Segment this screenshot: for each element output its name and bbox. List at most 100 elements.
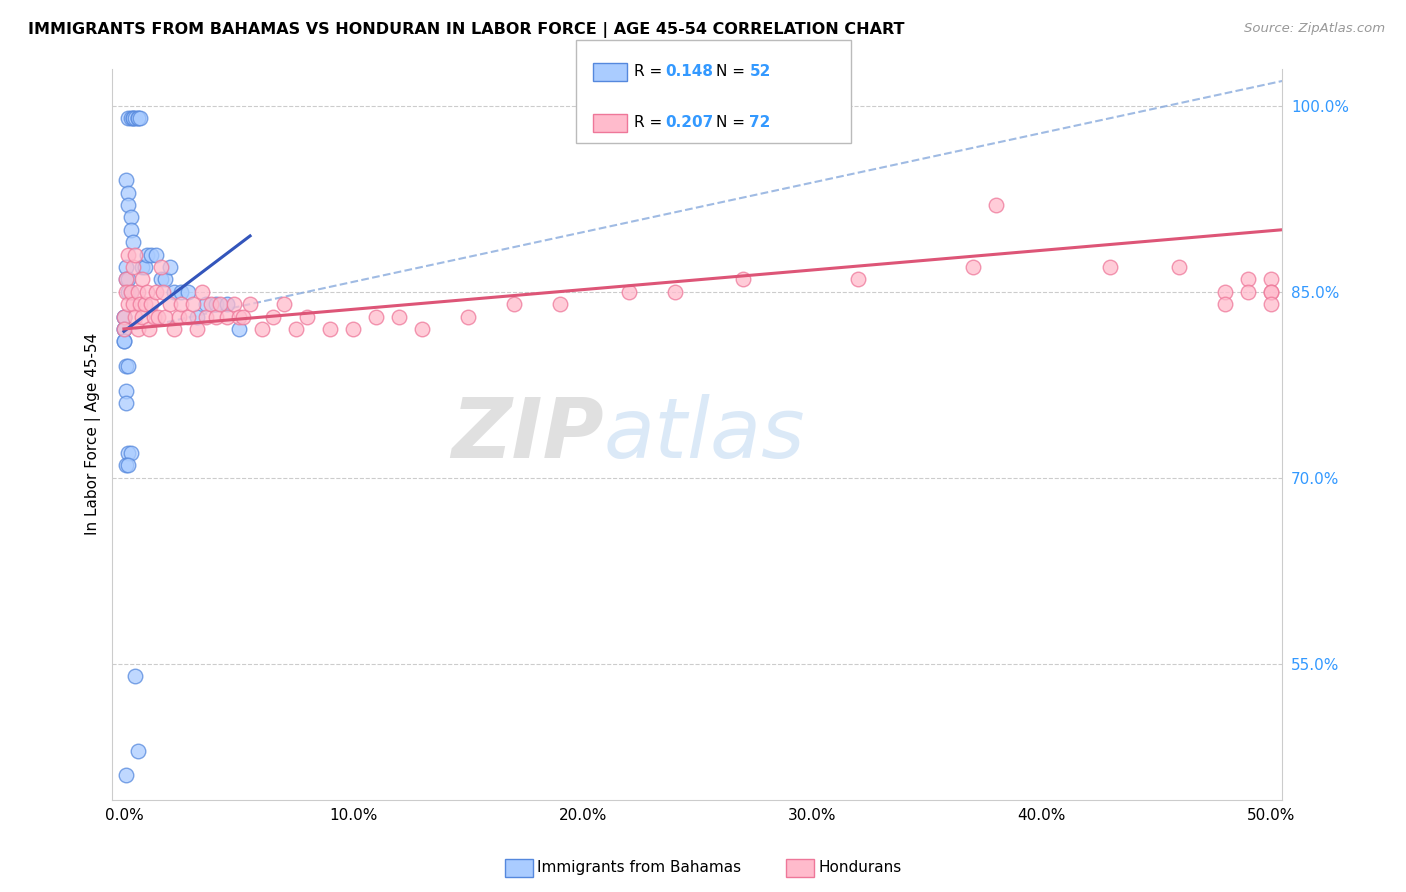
- Point: [984, 198, 1007, 212]
- Point: [135, 247, 157, 261]
- Point: [1260, 285, 1282, 299]
- Point: [122, 111, 145, 125]
- Point: [138, 322, 160, 336]
- Point: [1237, 272, 1260, 286]
- Point: [177, 310, 200, 324]
- Point: [120, 111, 142, 125]
- Point: [117, 247, 139, 261]
- Point: [112, 310, 135, 324]
- Point: [846, 272, 869, 286]
- Point: [134, 260, 156, 274]
- Point: [962, 260, 984, 274]
- Point: [319, 322, 342, 336]
- Point: [117, 272, 139, 286]
- Point: [170, 285, 193, 299]
- Point: [149, 260, 172, 274]
- Point: [170, 297, 193, 311]
- Point: [127, 111, 149, 125]
- Point: [297, 310, 319, 324]
- Point: [145, 247, 167, 261]
- Point: [159, 297, 181, 311]
- Point: [115, 272, 138, 286]
- Point: [120, 223, 142, 237]
- Point: [127, 322, 149, 336]
- Point: [228, 310, 250, 324]
- Point: [153, 272, 176, 286]
- Point: [1099, 260, 1122, 274]
- Point: [117, 111, 139, 125]
- Point: [195, 310, 218, 324]
- Point: [177, 285, 200, 299]
- Point: [124, 669, 146, 683]
- Text: 0.207: 0.207: [665, 115, 713, 129]
- Point: [135, 285, 157, 299]
- Point: [115, 272, 138, 286]
- Point: [122, 111, 145, 125]
- Point: [112, 322, 135, 336]
- Point: [1260, 297, 1282, 311]
- Text: IMMIGRANTS FROM BAHAMAS VS HONDURAN IN LABOR FORCE | AGE 45-54 CORRELATION CHART: IMMIGRANTS FROM BAHAMAS VS HONDURAN IN L…: [28, 22, 904, 38]
- Point: [145, 285, 167, 299]
- Point: [131, 310, 153, 324]
- Point: [115, 260, 138, 274]
- Point: [117, 359, 139, 373]
- Point: [117, 186, 139, 200]
- Point: [222, 297, 245, 311]
- Point: [342, 322, 364, 336]
- Point: [124, 111, 146, 125]
- Point: [117, 458, 139, 473]
- Point: [232, 310, 254, 324]
- Point: [127, 111, 149, 125]
- Point: [1168, 260, 1191, 274]
- Point: [124, 310, 146, 324]
- Point: [186, 310, 208, 324]
- Point: [115, 458, 138, 473]
- Point: [186, 322, 208, 336]
- Point: [115, 768, 138, 782]
- Point: [664, 285, 686, 299]
- Point: [733, 272, 755, 286]
- Point: [159, 260, 181, 274]
- Point: [149, 272, 172, 286]
- Point: [1260, 285, 1282, 299]
- Point: [284, 322, 307, 336]
- Point: [112, 334, 135, 349]
- Point: [117, 446, 139, 460]
- Point: [617, 285, 640, 299]
- Point: [115, 285, 138, 299]
- Point: [195, 297, 218, 311]
- Point: [457, 310, 479, 324]
- Text: Source: ZipAtlas.com: Source: ZipAtlas.com: [1244, 22, 1385, 36]
- Point: [112, 310, 135, 324]
- Point: [228, 322, 250, 336]
- Point: [112, 322, 135, 336]
- Point: [112, 334, 135, 349]
- Point: [1260, 272, 1282, 286]
- Point: [262, 310, 284, 324]
- Text: R =: R =: [634, 115, 668, 129]
- Point: [131, 272, 153, 286]
- Point: [112, 310, 135, 324]
- Point: [152, 285, 174, 299]
- Point: [191, 285, 214, 299]
- Point: [120, 446, 142, 460]
- Point: [127, 285, 149, 299]
- Point: [112, 322, 135, 336]
- Point: [115, 173, 138, 187]
- Point: [115, 359, 138, 373]
- Point: [120, 285, 142, 299]
- Point: [273, 297, 295, 311]
- Point: [388, 310, 411, 324]
- Point: [1213, 285, 1236, 299]
- Point: [142, 310, 165, 324]
- Point: [1213, 297, 1236, 311]
- Point: [127, 743, 149, 757]
- Point: [548, 297, 571, 311]
- Point: [131, 260, 153, 274]
- Text: R =: R =: [634, 64, 668, 78]
- Text: N =: N =: [716, 64, 749, 78]
- Point: [217, 297, 239, 311]
- Point: [117, 198, 139, 212]
- Text: Immigrants from Bahamas: Immigrants from Bahamas: [537, 860, 741, 874]
- Point: [153, 310, 176, 324]
